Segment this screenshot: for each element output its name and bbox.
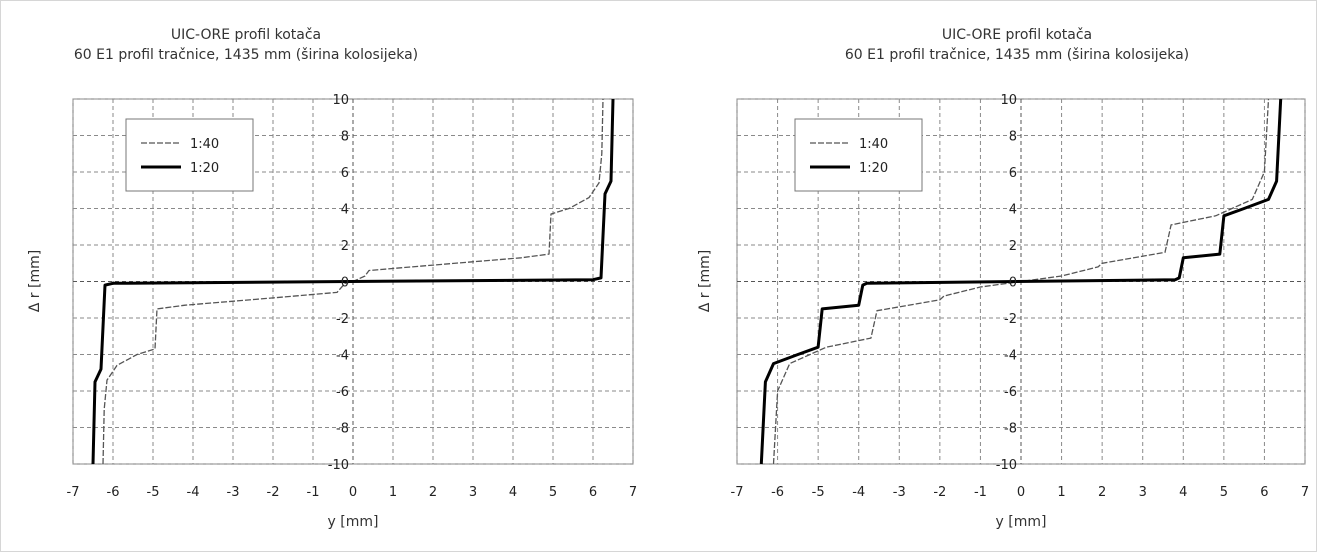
y-tick-label: 10	[332, 93, 349, 108]
x-tick-label: -4	[852, 485, 865, 500]
chart-panel-left: UIC-ORE profil kotača 60 E1 profil tračn…	[1, 1, 659, 553]
x-tick-label: -3	[893, 485, 906, 500]
x-tick-label: 6	[1260, 485, 1268, 500]
y-tick-label: 6	[1009, 166, 1017, 181]
y-tick-label: -2	[1004, 312, 1017, 327]
legend-label: 1:20	[859, 161, 888, 176]
chart-title: UIC-ORE profil kotača	[942, 27, 1092, 43]
x-tick-label: -5	[147, 485, 160, 500]
y-tick-label: -4	[1004, 349, 1017, 364]
x-tick-label: -2	[933, 485, 946, 500]
y-tick-label: 2	[1009, 239, 1017, 254]
legend-label: 1:40	[190, 137, 219, 152]
x-tick-label: 1	[389, 485, 397, 500]
x-tick-label: 7	[1301, 485, 1309, 500]
x-tick-label: -5	[812, 485, 825, 500]
x-tick-label: 4	[1179, 485, 1187, 500]
y-tick-label: -6	[1004, 385, 1017, 400]
x-tick-label: 4	[509, 485, 517, 500]
chart-subtitle: 60 E1 profil tračnice, 1435 mm (širina k…	[845, 47, 1189, 63]
x-tick-label: 6	[589, 485, 597, 500]
y-tick-label: 6	[341, 166, 349, 181]
x-tick-label: -1	[307, 485, 320, 500]
chart-right: UIC-ORE profil kotača 60 E1 profil tračn…	[697, 27, 1309, 530]
y-tick-label: 8	[341, 130, 349, 145]
y-tick-label: 4	[341, 203, 349, 218]
series-line-solid	[759, 98, 1283, 465]
x-tick-label: -2	[267, 485, 280, 500]
x-axis-label: y [mm]	[996, 514, 1047, 530]
x-tick-label: -1	[974, 485, 987, 500]
y-axis-label: Δ r [mm]	[697, 250, 713, 312]
x-tick-label: 5	[1220, 485, 1228, 500]
x-tick-label: 3	[1139, 485, 1147, 500]
x-tick-label: -7	[731, 485, 744, 500]
x-tick-label: 2	[429, 485, 437, 500]
x-tick-label: 3	[469, 485, 477, 500]
y-tick-label: -8	[336, 422, 349, 437]
y-tick-label: -10	[996, 458, 1017, 473]
y-tick-label: 4	[1009, 203, 1017, 218]
x-tick-label: 0	[349, 485, 357, 500]
legend-box	[794, 118, 923, 192]
y-tick-label: 10	[1000, 93, 1017, 108]
legend-label: 1:40	[859, 137, 888, 152]
x-tick-label: 7	[629, 485, 637, 500]
x-tick-label: 5	[549, 485, 557, 500]
x-tick-label: -7	[67, 485, 80, 500]
y-tick-label: -2	[336, 312, 349, 327]
x-tick-label: 1	[1057, 485, 1065, 500]
chart-panel-right: UIC-ORE profil kotača 60 E1 profil tračn…	[659, 1, 1317, 553]
y-tick-label: 8	[1009, 130, 1017, 145]
x-axis-label: y [mm]	[328, 514, 379, 530]
x-tick-label: 2	[1098, 485, 1106, 500]
y-tick-label: -10	[328, 458, 349, 473]
chart-left: UIC-ORE profil kotača 60 E1 profil tračn…	[27, 27, 637, 530]
x-tick-label: -3	[227, 485, 240, 500]
legend-box	[125, 118, 254, 192]
x-tick-label: -4	[187, 485, 200, 500]
x-tick-label: -6	[107, 485, 120, 500]
chart-title: UIC-ORE profil kotača	[171, 27, 321, 43]
x-tick-label: -6	[771, 485, 784, 500]
y-tick-label: 2	[341, 239, 349, 254]
x-tick-label: 0	[1017, 485, 1025, 500]
chart-subtitle: 60 E1 profil tračnice, 1435 mm (širina k…	[74, 47, 418, 63]
series-line-solid	[91, 98, 615, 465]
y-tick-label: 0	[1009, 276, 1017, 291]
legend-label: 1:20	[190, 161, 219, 176]
y-axis-label: Δ r [mm]	[27, 250, 43, 312]
y-tick-label: 0	[341, 276, 349, 291]
y-tick-label: -8	[1004, 422, 1017, 437]
y-tick-label: -4	[336, 349, 349, 364]
y-tick-label: -6	[336, 385, 349, 400]
